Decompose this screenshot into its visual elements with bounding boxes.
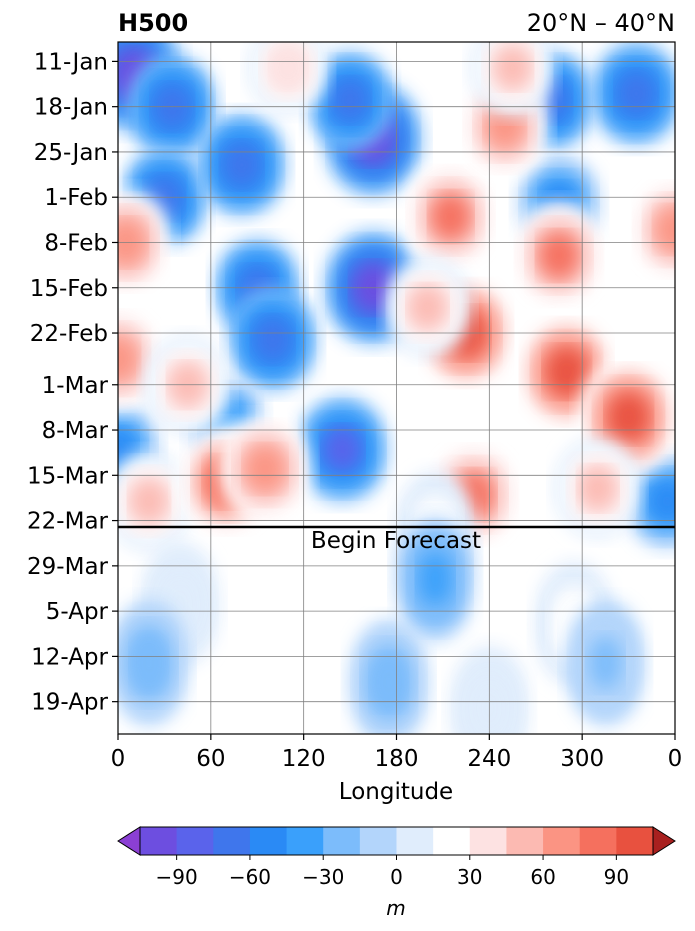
- y-tick-label-9: 15-Mar: [27, 463, 109, 489]
- forecast-annotation: Begin Forecast: [311, 528, 481, 554]
- colorbar-ticks: −90 −60 −30 0 30 60 90: [156, 855, 629, 889]
- chart-subtitle: 20°N – 40°N: [527, 9, 675, 37]
- anomaly-center-37-level-3: [131, 635, 167, 690]
- y-tick-label-11: 29-Mar: [27, 554, 109, 580]
- anomaly-center-33-level-3: [655, 207, 675, 252]
- grid-lines: [118, 42, 675, 734]
- y-tick-label-7: 1-Mar: [42, 373, 109, 399]
- colorbar-segment-1: [176, 827, 214, 855]
- colorbar-tick-label-5: 60: [530, 865, 555, 889]
- anomaly-center-8-level-3: [331, 79, 369, 122]
- colorbar-segment-9: [469, 827, 507, 855]
- x-tick-label-2: 120: [282, 746, 326, 772]
- colorbar-tick-label-2: −30: [302, 865, 344, 889]
- y-tick-label-12: 5-Apr: [46, 599, 109, 625]
- y-tick-label-3: 1-Feb: [44, 185, 108, 211]
- colorbar-tick-label-3: 0: [390, 865, 403, 889]
- colorbar-segment-13: [616, 827, 654, 855]
- anomaly-center-39-level-3: [418, 551, 453, 606]
- colorbar-segment-2: [213, 827, 251, 855]
- colorbar: [117, 826, 676, 856]
- colorbar-tick-label-4: 30: [457, 865, 482, 889]
- x-tick-label-6: 0: [668, 746, 683, 772]
- colorbar-segment-11: [543, 827, 581, 855]
- x-tick-label-3: 180: [375, 746, 419, 772]
- anomaly-center-14-level-3: [617, 71, 656, 116]
- colorbar-segment-4: [286, 827, 324, 855]
- chart-title: H500: [118, 9, 188, 37]
- colorbar-segment-5: [323, 827, 361, 855]
- colorbar-segment-12: [579, 827, 617, 855]
- anomaly-center-20-level-3: [130, 479, 168, 523]
- y-tick-label-10: 22-Mar: [27, 509, 109, 535]
- y-axis: 11-Jan 18-Jan 25-Jan 1-Feb 8-Feb 15-Feb 22-Feb…: [27, 49, 118, 716]
- x-tick-label-5: 300: [560, 746, 604, 772]
- y-tick-label-0: 11-Jan: [34, 49, 108, 75]
- plot-area: [118, 42, 675, 734]
- colorbar-tick-label-1: −60: [229, 865, 271, 889]
- anomaly-center-15-level-3: [649, 480, 675, 522]
- y-tick-label-5: 15-Feb: [30, 276, 108, 302]
- anomaly-center-5-level-3: [253, 317, 292, 362]
- anomaly-center-18-level-3: [118, 336, 138, 382]
- x-tick-label-0: 0: [111, 746, 126, 772]
- anomaly-center-40-level-3: [588, 635, 623, 690]
- y-tick-label-14: 19-Apr: [31, 690, 108, 716]
- colorbar-extend-high: [652, 826, 676, 856]
- anomaly-center-23-level-3: [430, 193, 471, 240]
- anomaly-center-30-level-3: [545, 347, 588, 397]
- y-tick-label-8: 8-Mar: [42, 418, 109, 444]
- x-tick-label-4: 240: [467, 746, 511, 772]
- colorbar-extend-low: [117, 826, 141, 856]
- colorbar-segment-7: [396, 827, 434, 855]
- x-axis-label: Longitude: [339, 779, 453, 805]
- y-tick-label-1: 18-Jan: [34, 95, 108, 121]
- colorbar-segment-0: [140, 827, 178, 855]
- anomaly-center-22-level-3: [245, 446, 285, 492]
- anomaly-center-31-level-3: [607, 392, 650, 442]
- anomaly-center-9-level-3: [322, 426, 362, 473]
- y-tick-label-2: 25-Jan: [34, 140, 108, 166]
- anomaly-center-3-level-3: [222, 142, 261, 188]
- colorbar-segment-8: [433, 827, 471, 855]
- x-axis: 0 60 120 180 240 300 0: [111, 734, 683, 772]
- colorbar-segment-10: [506, 827, 544, 855]
- y-tick-label-13: 12-Apr: [31, 644, 108, 670]
- x-tick-label-1: 60: [196, 746, 225, 772]
- y-tick-label-4: 8-Feb: [44, 230, 108, 256]
- colorbar-tick-label-0: −90: [156, 865, 198, 889]
- anomaly-center-25-level-3: [409, 285, 446, 329]
- colorbar-segment-6: [359, 827, 397, 855]
- anomaly-center-16-level-3: [271, 48, 306, 88]
- anomaly-center-29-level-3: [538, 232, 579, 279]
- anomaly-center-38-level-3: [371, 655, 406, 710]
- colorbar-segment-3: [249, 827, 288, 855]
- y-tick-label-6: 22-Feb: [30, 321, 108, 347]
- colorbar-unit-label: m: [386, 896, 405, 920]
- anomaly-center-32-level-3: [579, 467, 617, 510]
- colorbar-tick-label-6: 90: [604, 865, 629, 889]
- anomaly-center-28-level-3: [494, 47, 531, 89]
